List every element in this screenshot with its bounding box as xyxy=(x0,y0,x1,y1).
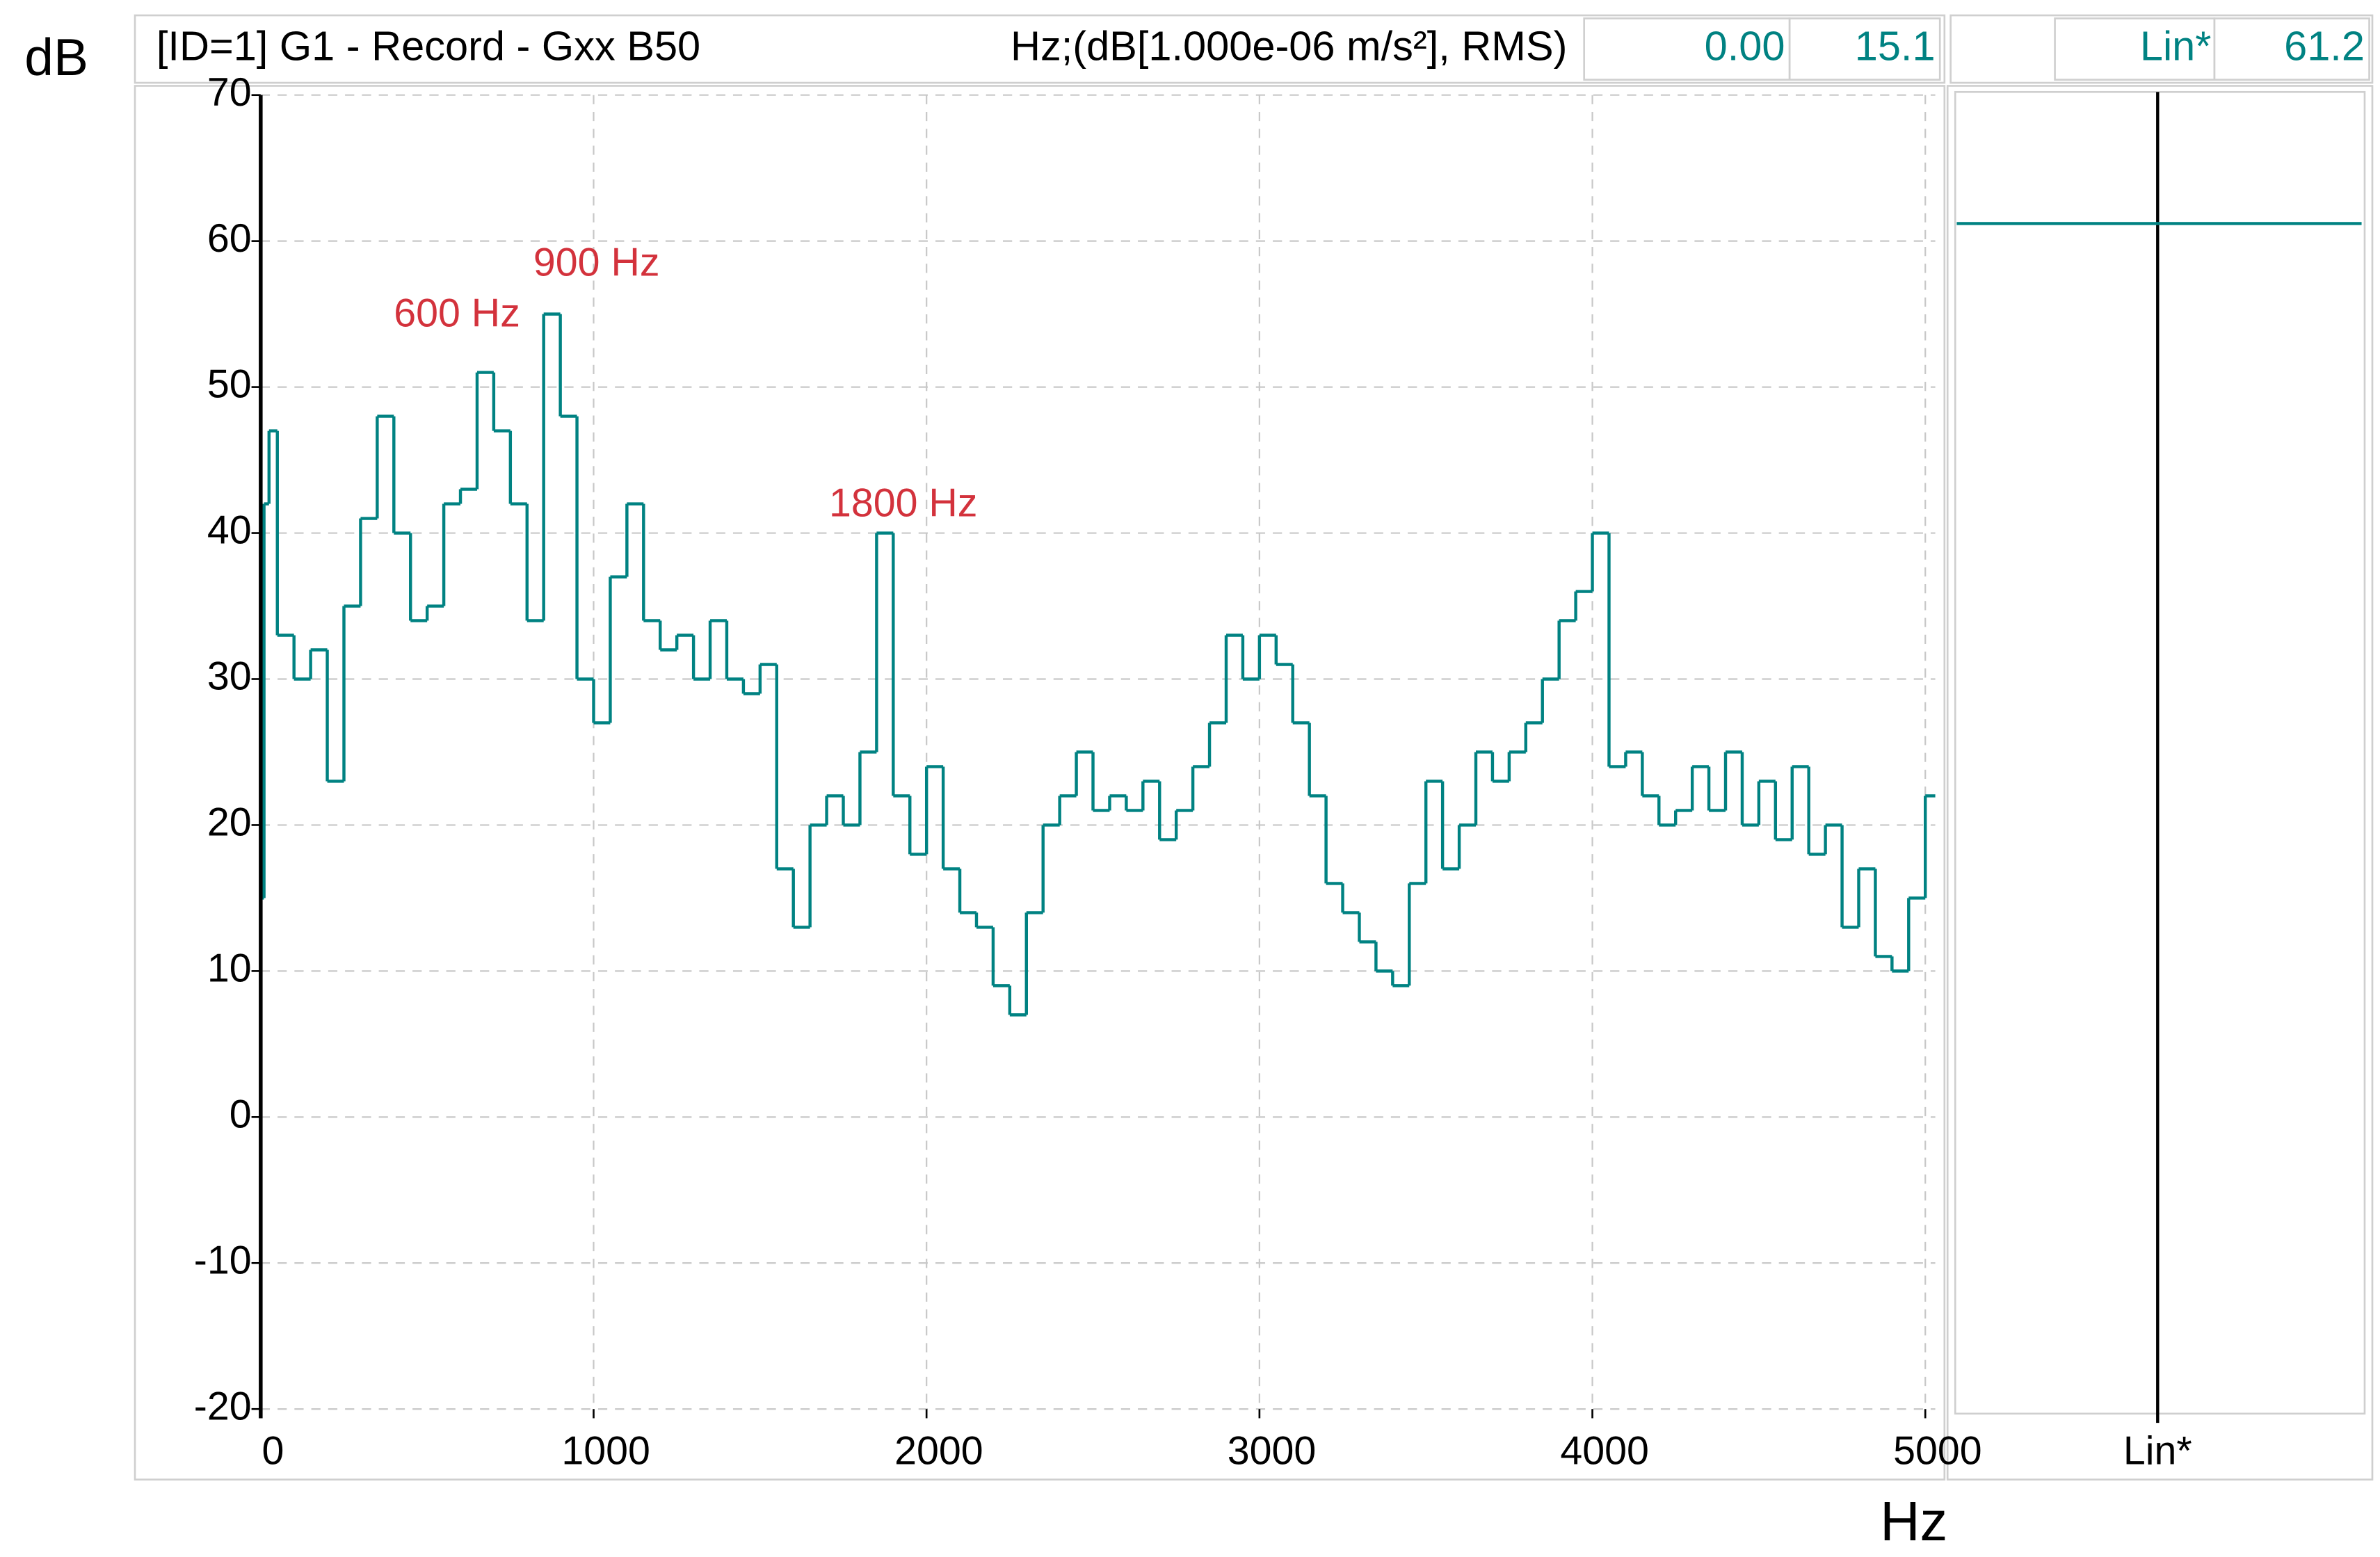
x-axis-label: Hz xyxy=(1880,1490,1947,1552)
header-box xyxy=(134,14,1946,84)
side-x-label: Lin* xyxy=(2123,1428,2192,1473)
y-axis-label: dB xyxy=(24,28,88,86)
cursor-x-readout: 0.00 xyxy=(1705,22,1785,69)
overall-value: 61.2 xyxy=(2284,22,2365,69)
x-tick-label: 4000 xyxy=(1560,1428,1649,1473)
x-tick-label: 2000 xyxy=(894,1428,983,1473)
side-header-box xyxy=(1949,14,2374,84)
overall-label: Lin* xyxy=(2140,22,2212,69)
y-tick-label: 0 xyxy=(230,1092,252,1136)
side-plot xyxy=(1954,90,2366,1415)
y-tick-label: 40 xyxy=(207,508,252,553)
y-tick-label: 70 xyxy=(207,70,252,115)
readout-box xyxy=(2213,17,2370,81)
cursor-y-readout: 15.1 xyxy=(1855,22,1936,69)
y-tick-label: -10 xyxy=(194,1238,252,1282)
chart-subtitle: Hz;(dB[1.000e-06 m/s²], RMS) xyxy=(1011,22,1567,69)
annotation: 600 Hz xyxy=(394,291,520,335)
y-tick-label: 20 xyxy=(207,800,252,845)
annotation: 1800 Hz xyxy=(829,481,977,526)
x-tick-label: 3000 xyxy=(1228,1428,1317,1473)
y-tick-label: 50 xyxy=(207,362,252,407)
side-frame xyxy=(1946,85,2374,1481)
y-tick-label: -20 xyxy=(194,1384,252,1428)
x-tick-label: 5000 xyxy=(1893,1428,1982,1473)
y-tick-label: 30 xyxy=(207,654,252,699)
readout-box xyxy=(1788,17,1941,81)
y-tick-label: 60 xyxy=(207,216,252,261)
step-riser xyxy=(262,314,1927,1015)
x-tick-label: 1000 xyxy=(561,1428,650,1473)
y-tick-label: 10 xyxy=(207,946,252,991)
chart-title: [ID=1] G1 - Record - Gxx B50 xyxy=(156,22,700,69)
x-tick-label: 0 xyxy=(262,1428,284,1473)
annotation: 900 Hz xyxy=(533,241,660,285)
plot-frame xyxy=(134,85,1946,1481)
